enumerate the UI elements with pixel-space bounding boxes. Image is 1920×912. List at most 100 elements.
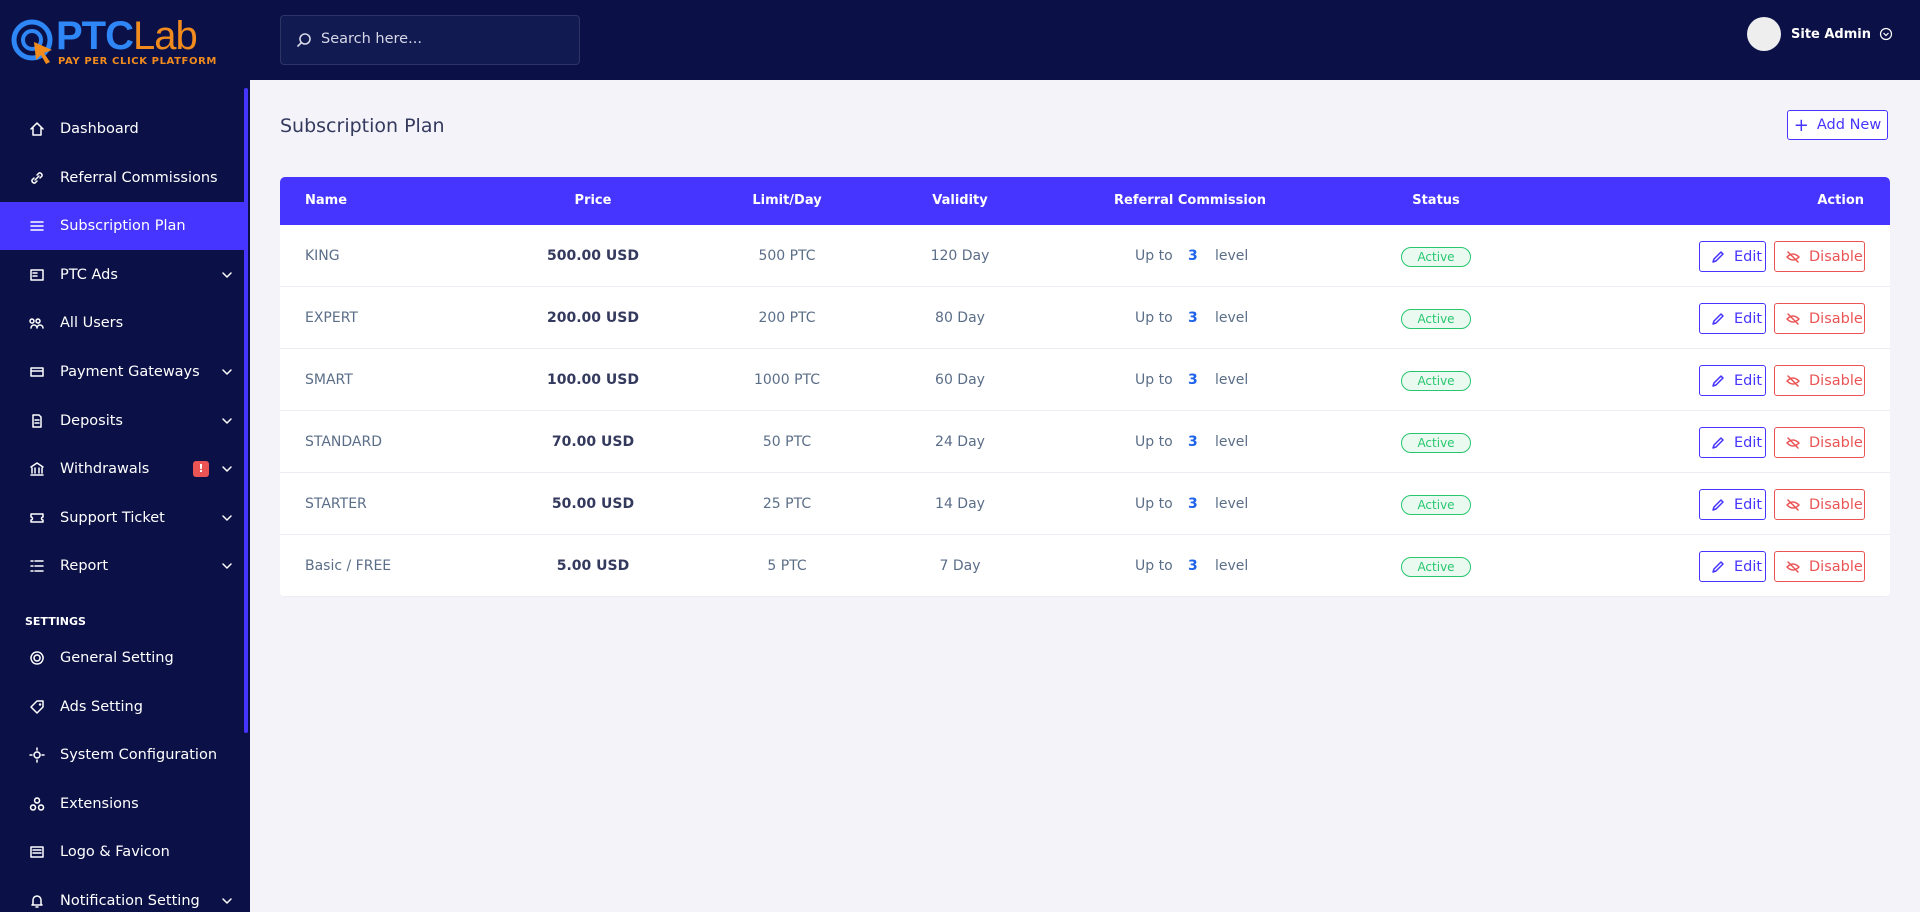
- edit-button[interactable]: Edit: [1699, 241, 1766, 272]
- nav-item[interactable]: PTC Ads: [0, 251, 244, 299]
- disable-label: Disable: [1809, 558, 1863, 575]
- edit-button[interactable]: Edit: [1699, 365, 1766, 396]
- nav-item[interactable]: Referral Commissions: [0, 154, 244, 202]
- table-row: Basic / FREE 5.00 USD 5 PTC 7 Day Up to 3 leve…: [280, 535, 1890, 597]
- plan-name: STANDARD: [305, 434, 383, 450]
- nav-item[interactable]: Payment Gateways: [0, 348, 244, 396]
- nav-item[interactable]: Dashboard: [0, 105, 244, 153]
- nav-label: Support Ticket: [60, 509, 165, 526]
- nav-item[interactable]: Ads Setting: [0, 683, 244, 731]
- disable-icon: [1786, 498, 1800, 511]
- add-new-button[interactable]: + Add New: [1787, 110, 1888, 140]
- nav-label: Deposits: [60, 412, 123, 429]
- nav-chevron: [222, 272, 232, 278]
- settings-heading: SETTINGS: [25, 615, 86, 628]
- edit-button[interactable]: Edit: [1699, 303, 1766, 334]
- user-menu[interactable]: Site Admin: [1747, 16, 1893, 52]
- referral-prefix: Up to: [1135, 496, 1173, 512]
- nav-item[interactable]: Report: [0, 542, 244, 590]
- brand: PTC: [56, 14, 134, 58]
- table-header: Name Price Limit/Day Validity Referral Commi…: [280, 177, 1890, 225]
- nav-item[interactable]: Logo & Favicon: [0, 828, 244, 876]
- nav-item[interactable]: All Users: [0, 299, 244, 347]
- tagline: PAY PER CLICK PLATFORM: [58, 56, 217, 67]
- search-placeholder: Search here...: [321, 31, 422, 47]
- referral-prefix: Up to: [1135, 248, 1173, 264]
- logo-text: PTCLab: [56, 14, 198, 59]
- nav-item[interactable]: System Configuration: [0, 731, 244, 779]
- nav-icon: [29, 747, 45, 763]
- table-row: STARTER 50.00 USD 25 PTC 14 Day Up to 3 level A…: [280, 473, 1890, 535]
- nav-label: Withdrawals: [60, 461, 150, 478]
- nav-label: Referral Commissions: [60, 169, 218, 186]
- nav-icon: [30, 699, 44, 714]
- nav-label: Dashboard: [60, 121, 139, 137]
- referral-level: 3: [1188, 496, 1198, 512]
- nav-label: All Users: [60, 315, 124, 332]
- nav-label: System Configuration: [60, 747, 218, 764]
- disable-button[interactable]: Disable: [1774, 241, 1865, 272]
- nav-chevron: [222, 563, 232, 570]
- nav-chevron: [222, 369, 232, 375]
- disable-button[interactable]: Disable: [1774, 551, 1865, 582]
- nav-label: Payment Gateways: [60, 364, 200, 380]
- sidebar: PTCLab PAY PER CLICK PLATFORM SETTINGS D…: [0, 0, 250, 912]
- nav-label: General Setting: [60, 650, 174, 666]
- edit-button[interactable]: Edit: [1699, 427, 1766, 458]
- table-row: SMART 100.00 USD 1000 PTC 60 Day Up to 3 level…: [280, 349, 1890, 411]
- nav-icon: [30, 651, 44, 665]
- nav-icon: [30, 846, 44, 859]
- nav-icon: [29, 797, 45, 811]
- search-box[interactable]: Search here...: [280, 15, 580, 65]
- disable-button[interactable]: Disable: [1774, 303, 1865, 334]
- nav-item[interactable]: General Setting: [0, 634, 244, 682]
- disable-button[interactable]: Disable: [1774, 489, 1865, 520]
- nav-item[interactable]: Withdrawals!: [0, 445, 244, 493]
- column-header: Name: [305, 193, 348, 208]
- plan-price: 500.00 USD: [547, 248, 639, 264]
- column-header: Referral Commission: [1113, 193, 1267, 208]
- edit-label: Edit: [1734, 310, 1763, 327]
- referral-level: 3: [1188, 372, 1198, 388]
- edit-label: Edit: [1734, 434, 1763, 451]
- disable-button[interactable]: Disable: [1774, 365, 1865, 396]
- disable-icon: [1786, 436, 1800, 449]
- status-badge: Active: [1401, 371, 1471, 391]
- plus-icon: +: [1793, 114, 1809, 136]
- nav-label: Ads Setting: [60, 698, 143, 715]
- referral-suffix: level: [1215, 496, 1249, 512]
- nav-item[interactable]: Extensions: [0, 780, 244, 828]
- status-badge: Active: [1401, 557, 1471, 577]
- disable-button[interactable]: Disable: [1774, 427, 1865, 458]
- table-row: EXPERT 200.00 USD 200 PTC 80 Day Up to 3 level…: [280, 287, 1890, 349]
- plan-limit: 200 PTC: [758, 310, 816, 326]
- edit-icon: [1712, 560, 1724, 573]
- plan-limit: 500 PTC: [758, 248, 816, 264]
- nav-icon: [30, 269, 44, 281]
- edit-label: Edit: [1734, 558, 1763, 575]
- nav-item[interactable]: Deposits: [0, 397, 244, 445]
- column-header: Validity: [932, 193, 988, 208]
- referral-prefix: Up to: [1135, 434, 1173, 450]
- plan-validity: 14 Day: [935, 496, 985, 512]
- logo-icon: [11, 19, 53, 64]
- nav-icon: [32, 413, 42, 428]
- status-badge: Active: [1401, 433, 1471, 453]
- edit-button[interactable]: Edit: [1699, 551, 1766, 582]
- scrollbar[interactable]: [244, 88, 248, 733]
- referral-suffix: level: [1215, 558, 1249, 574]
- nav-icon: [30, 462, 44, 476]
- user-name: Site Admin: [1791, 26, 1871, 42]
- search-icon: [296, 33, 311, 48]
- edit-icon: [1712, 312, 1724, 325]
- nav-item[interactable]: Notification Setting: [0, 877, 244, 912]
- edit-button[interactable]: Edit: [1699, 489, 1766, 520]
- referral-suffix: level: [1215, 310, 1249, 326]
- table-row: KING 500.00 USD 500 PTC 120 Day Up to 3 level A…: [280, 225, 1890, 287]
- nav-chevron: [222, 898, 232, 904]
- nav-item[interactable]: Support Ticket: [0, 494, 244, 542]
- plan-price: 5.00 USD: [556, 558, 630, 574]
- nav-icon: [30, 221, 44, 231]
- nav-icon: [30, 122, 44, 136]
- nav-item[interactable]: Subscription Plan: [0, 202, 244, 251]
